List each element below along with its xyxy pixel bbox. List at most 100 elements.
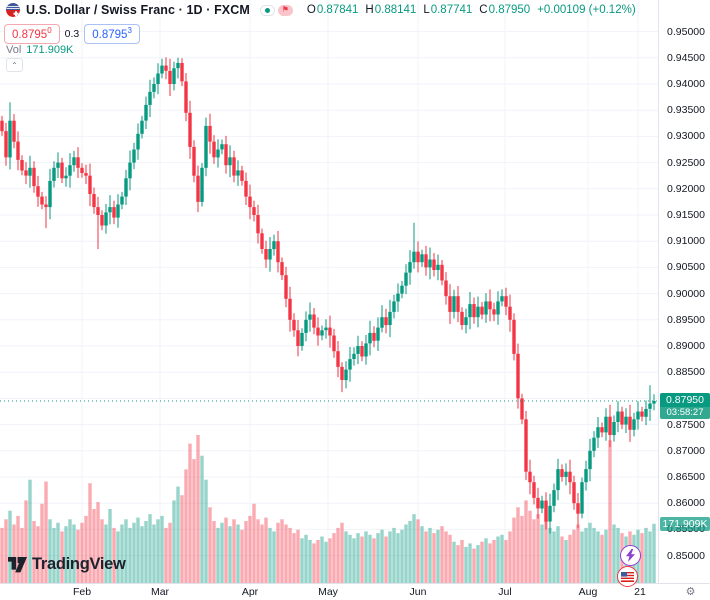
candle-body[interactable] <box>532 482 536 498</box>
candle-body[interactable] <box>76 157 80 168</box>
candle-body[interactable] <box>312 314 316 328</box>
candle-body[interactable] <box>288 298 292 320</box>
candle-body[interactable] <box>544 500 548 522</box>
candle-body[interactable] <box>444 280 448 297</box>
candle-body[interactable] <box>108 207 112 213</box>
candle-body[interactable] <box>308 314 312 320</box>
candle-body[interactable] <box>32 167 36 187</box>
candle-body[interactable] <box>404 272 408 286</box>
candle-body[interactable] <box>24 170 28 176</box>
sell-bid-button[interactable]: 0.87950 <box>4 24 60 44</box>
time-axis[interactable]: Feb Mar Apr May Jun Jul Aug 21 <box>0 583 710 600</box>
price-axis[interactable]: 0.87950 03:58:27 171.909K 0.95000 0.94500… <box>658 0 710 583</box>
candle-body[interactable] <box>80 167 84 173</box>
candle-body[interactable] <box>612 422 616 436</box>
candle-body[interactable] <box>368 332 372 344</box>
candle-body[interactable] <box>472 304 476 318</box>
candle-body[interactable] <box>600 427 604 433</box>
candle-body[interactable] <box>20 160 24 171</box>
candle-body[interactable] <box>384 317 388 326</box>
candle-body[interactable] <box>408 262 412 273</box>
candle-body[interactable] <box>200 167 204 202</box>
candle-body[interactable] <box>28 167 32 176</box>
candle-body[interactable] <box>436 264 440 270</box>
candle-body[interactable] <box>44 204 48 208</box>
candle-body[interactable] <box>388 311 392 325</box>
candle-body[interactable] <box>352 353 356 359</box>
candle-body[interactable] <box>232 157 236 176</box>
candle-body[interactable] <box>484 301 488 315</box>
candle-body[interactable] <box>348 359 352 370</box>
candle-body[interactable] <box>528 471 532 483</box>
candle-body[interactable] <box>508 306 512 320</box>
candle-body[interactable] <box>280 262 284 276</box>
candle-body[interactable] <box>636 411 640 420</box>
candle-body[interactable] <box>324 327 328 331</box>
candle-body[interactable] <box>432 259 436 271</box>
candle-body[interactable] <box>496 301 500 315</box>
candle-body[interactable] <box>56 162 60 168</box>
candle-body[interactable] <box>212 141 216 158</box>
candle-body[interactable] <box>136 133 140 150</box>
candle-body[interactable] <box>480 306 484 315</box>
candle-body[interactable] <box>164 65 168 71</box>
axis-settings-icon[interactable]: ⚙ <box>685 586 696 598</box>
candle-body[interactable] <box>4 131 8 158</box>
candle-body[interactable] <box>148 91 152 105</box>
candle-body[interactable] <box>172 68 176 84</box>
symbol-title[interactable]: U.S. Dollar / Swiss Franc · 1D · FXCM <box>26 3 250 17</box>
candle-body[interactable] <box>64 175 68 179</box>
candle-body[interactable] <box>196 175 200 202</box>
candle-body[interactable] <box>188 112 192 147</box>
candle-body[interactable] <box>524 419 528 472</box>
candle-body[interactable] <box>588 450 592 470</box>
candle-body[interactable] <box>500 296 504 302</box>
candle-body[interactable] <box>556 469 560 491</box>
candle-body[interactable] <box>276 241 280 263</box>
candle-body[interactable] <box>132 149 136 163</box>
candle-body[interactable] <box>440 264 444 281</box>
us-holiday-flag-icon[interactable] <box>617 566 638 587</box>
candle-body[interactable] <box>160 65 164 74</box>
candle-body[interactable] <box>240 170 244 181</box>
candle-body[interactable] <box>488 301 492 310</box>
candle-body[interactable] <box>144 104 148 121</box>
candle-body[interactable] <box>100 215 104 226</box>
candle-body[interactable] <box>96 207 100 215</box>
candle-body[interactable] <box>536 497 540 509</box>
market-open-status-icon[interactable] <box>259 4 275 16</box>
candle-body[interactable] <box>632 419 636 430</box>
candle-body[interactable] <box>548 505 552 522</box>
candle-body[interactable] <box>504 296 508 307</box>
candle-body[interactable] <box>520 398 524 420</box>
candle-body[interactable] <box>8 120 12 158</box>
candle-body[interactable] <box>420 254 424 263</box>
candle-body[interactable] <box>60 162 64 179</box>
candle-body[interactable] <box>608 416 612 435</box>
candle-body[interactable] <box>16 141 20 160</box>
candle-body[interactable] <box>304 319 308 333</box>
candle-body[interactable] <box>584 469 588 483</box>
candle-body[interactable] <box>604 416 608 433</box>
buy-ask-button[interactable]: 0.87953 <box>84 24 140 44</box>
candle-body[interactable] <box>392 301 396 312</box>
candle-body[interactable] <box>268 249 272 260</box>
candle-body[interactable] <box>88 175 92 194</box>
candle-body[interactable] <box>452 296 456 312</box>
candle-body[interactable] <box>468 304 472 318</box>
candle-body[interactable] <box>252 207 256 215</box>
candle-body[interactable] <box>516 353 520 399</box>
candle-body[interactable] <box>300 332 304 346</box>
candle-body[interactable] <box>320 330 324 336</box>
candle-body[interactable] <box>416 251 420 263</box>
candle-body[interactable] <box>424 254 428 268</box>
candle-body[interactable] <box>580 482 584 514</box>
candle-body[interactable] <box>228 157 232 166</box>
candle-body[interactable] <box>84 173 88 176</box>
candle-body[interactable] <box>372 332 376 341</box>
candle-body[interactable] <box>360 346 364 357</box>
candle-body[interactable] <box>592 437 596 451</box>
candle-body[interactable] <box>272 241 276 250</box>
candle-body[interactable] <box>428 259 432 268</box>
